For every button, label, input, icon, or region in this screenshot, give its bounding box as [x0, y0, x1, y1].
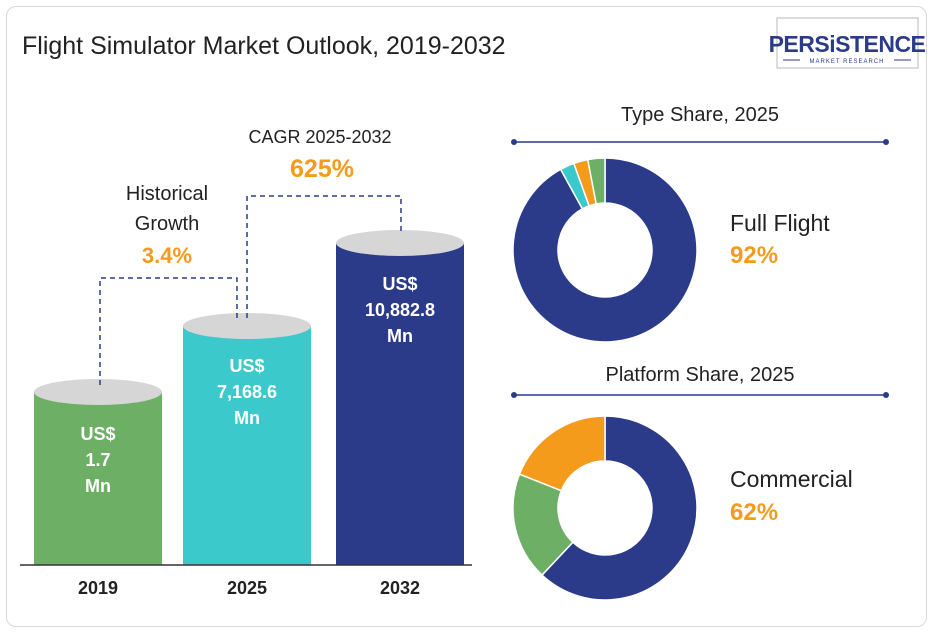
cagr-label: CAGR 2025-2032: [248, 127, 391, 147]
bar-value-label-2019-2: Mn: [85, 476, 111, 496]
type-share-title: Type Share, 2025: [621, 104, 779, 126]
bar-value-label-2032-1: 10,882.8: [365, 300, 435, 320]
bar-value-label-2025-2: Mn: [234, 408, 260, 428]
bar-value-label-2019-0: US$: [80, 424, 115, 444]
bar-value-label-2032-2: Mn: [387, 326, 413, 346]
type-share-highlight-label: Full Flight: [730, 210, 830, 236]
bar-body-2019: [34, 392, 162, 565]
cagr-annotation: CAGR 2025-2032 625%: [246, 127, 402, 318]
bar-body-2032: [336, 243, 464, 565]
x-tick-2025: 2025: [227, 578, 267, 598]
historical-growth-connector: [99, 277, 238, 385]
market-size-bar-chart: US$ 1.7 Mn US$ 7,168.6 Mn US$ 10,882.8 Mn: [34, 230, 464, 565]
bar-2032: US$ 10,882.8 Mn: [336, 230, 464, 565]
type-share-divider-right-dot: [883, 139, 889, 145]
platform-share-divider-right-dot: [883, 392, 889, 398]
bar-value-label-2019-1: 1.7: [85, 450, 110, 470]
bar-cap-2019: [34, 379, 162, 405]
historical-growth-label-line2: Growth: [135, 213, 199, 235]
logo-tagline: MARKET RESEARCH: [810, 59, 885, 65]
bar-2025: US$ 7,168.6 Mn: [183, 313, 311, 565]
platform-share-donut: [512, 415, 698, 601]
platform-share-divider-left-dot: [511, 392, 517, 398]
type-share-divider-left-dot: [511, 139, 517, 145]
historical-growth-value: 3.4%: [142, 243, 192, 268]
platform-share-slice-2: [518, 415, 606, 492]
historical-growth-label-line1: Historical: [126, 183, 208, 205]
bar-value-label-2032-0: US$: [382, 274, 417, 294]
cagr-value: 625%: [290, 155, 354, 183]
bar-value-label-2025-1: 7,168.6: [217, 382, 277, 402]
cagr-connector: [246, 195, 402, 318]
platform-share-highlight-label: Commercial: [730, 466, 853, 492]
bar-cap-2025: [183, 313, 311, 339]
platform-share-section: Platform Share, 2025 Commercial 62%: [511, 364, 889, 601]
type-share-section: Type Share, 2025 Full Flight 92%: [511, 104, 889, 343]
type-share-slice-3: [586, 157, 606, 205]
bar-2019: US$ 1.7 Mn: [34, 379, 162, 565]
type-share-highlight-value: 92%: [730, 242, 778, 269]
persistence-logo: PERSiSTENCE MARKET RESEARCH: [769, 17, 926, 69]
bar-value-label-2025-0: US$: [229, 356, 264, 376]
bar-body-2025: [183, 326, 311, 565]
platform-share-highlight-value: 62%: [730, 499, 778, 526]
page-title: Flight Simulator Market Outlook, 2019-20…: [22, 32, 506, 60]
platform-share-slice-0: [540, 415, 698, 601]
type-share-donut: [512, 157, 698, 343]
historical-growth-annotation: Historical Growth 3.4%: [99, 183, 238, 385]
platform-share-title: Platform Share, 2025: [606, 364, 795, 386]
bar-cap-2032: [336, 230, 464, 256]
x-tick-2019: 2019: [78, 578, 118, 598]
type-share-slice-0: [512, 157, 698, 343]
x-tick-2032: 2032: [380, 578, 420, 598]
logo-name: PERSiSTENCE: [769, 31, 926, 57]
